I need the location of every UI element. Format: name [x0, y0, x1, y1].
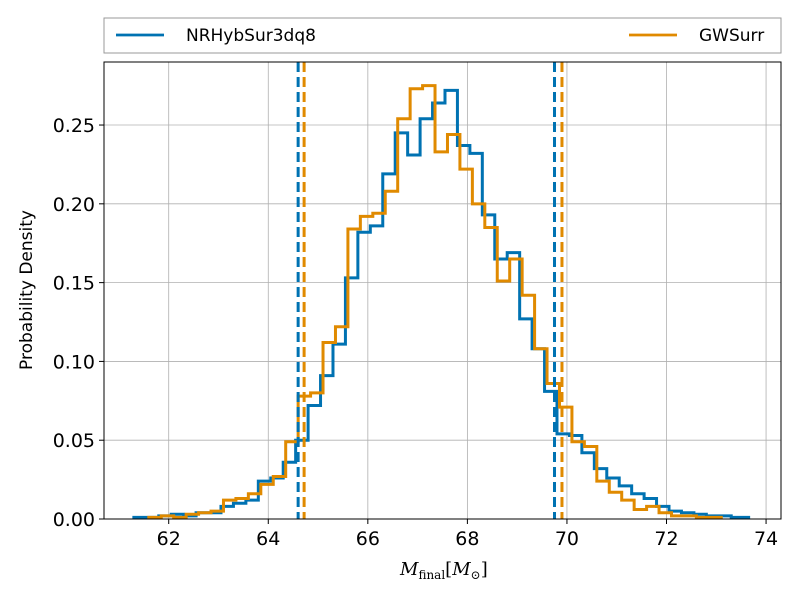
interval-lines	[296, 62, 564, 519]
x-tick-label: 66	[356, 528, 380, 550]
x-tick-label: 72	[654, 528, 678, 550]
x-tick-label: 70	[555, 528, 579, 550]
y-axis-label: Probability Density	[17, 210, 37, 370]
y-tick-label: 0.00	[53, 509, 95, 531]
x-tick-label: 74	[754, 528, 778, 550]
legend: NRHybSur3dq8 GWSurr	[103, 17, 782, 54]
legend-label-gwsurr: GWSurr	[699, 26, 764, 46]
x-tick-label: 62	[157, 528, 181, 550]
axis-ticks: 62 64 66 68 70 72 74 0.00 0.05 0.10 0.15 0.20 0.25	[53, 115, 778, 550]
legend-label-nrhybsur3dq8: NRHybSur3dq8	[186, 26, 316, 46]
x-tick-label: 68	[455, 528, 479, 550]
x-tick-label: 64	[256, 528, 280, 550]
plot-area	[103, 61, 782, 520]
y-tick-label: 0.20	[53, 194, 95, 216]
grid	[104, 62, 781, 520]
y-tick-label: 0.25	[53, 115, 95, 137]
x-axis-label: Mfinal[M⊙]	[399, 559, 488, 582]
histogram-series-gwsurr	[147, 84, 723, 519]
series-layer	[132, 84, 751, 519]
y-tick-label: 0.15	[53, 273, 95, 295]
y-tick-label: 0.10	[53, 351, 95, 373]
histogram-series-nrhybsur3dq8	[132, 88, 751, 519]
y-tick-label: 0.05	[53, 430, 95, 452]
